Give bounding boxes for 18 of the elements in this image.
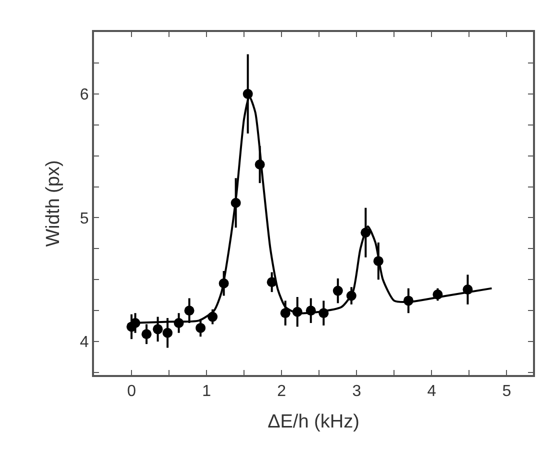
point [332, 286, 343, 296]
x-tick-label: 0 [127, 383, 136, 400]
y-tick-label: 4 [80, 334, 89, 352]
y-axis-title: Width (px) [43, 160, 64, 247]
x-tick-label: 1 [202, 383, 212, 400]
point [196, 322, 206, 333]
x-tick-label: 5 [502, 383, 512, 400]
point [162, 328, 173, 338]
y-tick-label: 5 [80, 210, 89, 228]
x-tick-label: 2 [277, 383, 286, 400]
point [280, 308, 290, 318]
x-tick-label: 4 [427, 383, 436, 400]
y-tick-label: 6 [80, 86, 89, 104]
x-axis-title: ΔE/h (kHz) [268, 412, 360, 432]
point [142, 329, 152, 340]
point [152, 324, 163, 334]
point [184, 306, 194, 316]
x-tick-label: 3 [352, 383, 362, 400]
